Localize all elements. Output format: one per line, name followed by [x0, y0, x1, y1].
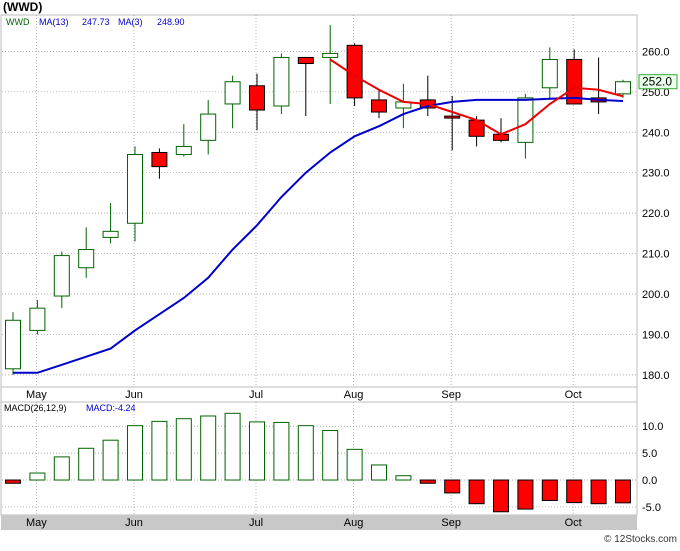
macd-bar-negative	[493, 479, 509, 513]
moving-averages	[13, 58, 624, 374]
last-price-tag-box	[638, 74, 678, 90]
legend-symbol: WWD	[6, 17, 30, 27]
month-label: Sep	[441, 389, 461, 401]
candle-down	[151, 151, 168, 168]
candle-up	[29, 307, 46, 331]
macd-legend: MACD(26,12,9) MACD:-4.24	[4, 403, 136, 413]
candle-down	[371, 99, 387, 113]
macd-y-axis: 10.0 5.0 0.0 -5.0	[642, 421, 663, 514]
macd-bar-positive	[273, 421, 290, 481]
bottom-month-label: Sep	[441, 517, 461, 529]
candle-up	[127, 154, 143, 224]
bottom-month-label: May	[26, 517, 47, 529]
macd-bar-negative	[590, 479, 607, 505]
bottom-month-label: Jul	[249, 517, 263, 529]
price-y-tick-label: 260.0	[642, 46, 670, 58]
macd-y-tick-label: -5.0	[642, 502, 661, 514]
candle-up	[322, 52, 339, 58]
candle-up	[273, 56, 290, 107]
month-label: Jun	[125, 389, 143, 401]
bottom-month-label: Oct	[565, 517, 582, 529]
macd-bar-negative	[5, 479, 21, 484]
macd-bar-negative	[566, 479, 583, 504]
candle-down	[297, 56, 314, 65]
macd-legend-value: MACD:-4.24	[86, 403, 136, 413]
legend-ma13-value: 247.73	[82, 17, 110, 27]
month-label: Jul	[249, 389, 263, 401]
macd-bar-positive	[346, 448, 363, 481]
macd-bar-positive	[78, 447, 95, 481]
price-month-strip	[0, 386, 638, 403]
candle-up	[175, 145, 192, 155]
last-price-tag-text: 252.0	[642, 75, 672, 89]
legend-ma13-label: MA(13)	[39, 17, 69, 27]
candle-up	[615, 81, 631, 95]
price-y-tick-label: 180.0	[642, 370, 670, 382]
price-candles	[5, 25, 631, 375]
bottom-month-label: Aug	[344, 517, 364, 529]
candle-up	[53, 255, 70, 297]
price-legend: WWD MA(13) 247.73 MA(3) 248.90	[6, 17, 185, 27]
ma3-line	[329, 58, 624, 136]
macd-bar-negative	[517, 479, 534, 510]
bottom-x-axis: May Jun Jul Aug Sep Oct	[26, 517, 582, 529]
macd-bar-positive	[249, 421, 265, 481]
price-y-tick-label: 250.0	[642, 87, 670, 99]
macd-bar-positive	[371, 464, 387, 481]
macd-bar-positive	[395, 475, 412, 481]
price-y-tick-label: 240.0	[642, 127, 670, 139]
legend-ma3-value: 248.90	[157, 17, 185, 27]
macd-y-tick-label: 10.0	[642, 421, 663, 433]
price-y-axis: 180.0 190.0 200.0 210.0 220.0 230.0 240.0 250.0…	[642, 46, 670, 381]
macd-bar-negative	[419, 479, 436, 484]
month-label: May	[26, 389, 47, 401]
month-label: Oct	[565, 389, 582, 401]
price-y-tick-label: 190.0	[642, 329, 670, 341]
macd-y-tick-label: 5.0	[642, 448, 657, 460]
macd-bar-positive	[53, 456, 70, 481]
macd-bar-positive	[224, 412, 241, 481]
macd-legend-label: MACD(26,12,9)	[4, 403, 67, 413]
bottom-month-strip	[1, 515, 637, 530]
legend-ma3-label: MA(3)	[118, 17, 143, 27]
price-grid	[2, 15, 637, 387]
macd-bar-positive	[151, 420, 168, 481]
macd-bar-positive	[322, 430, 339, 481]
candle-up	[200, 113, 217, 141]
price-y-tick-label: 230.0	[642, 168, 670, 180]
watermark: © 12Stocks.com	[604, 534, 677, 545]
macd-bar-negative	[615, 479, 631, 504]
macd-bar-positive	[175, 418, 192, 481]
macd-bar-positive	[127, 425, 143, 481]
bottom-month-label: Jun	[125, 517, 143, 529]
price-y-tick-label: 200.0	[642, 289, 670, 301]
last-price-tag: 252.0	[638, 74, 678, 90]
macd-bar-negative	[468, 479, 485, 505]
ma13-line	[13, 96, 624, 374]
macd-bar-negative	[444, 479, 461, 494]
macd-bar-positive	[200, 415, 217, 481]
candle-up	[78, 249, 95, 269]
candle-up	[102, 230, 119, 238]
price-x-axis: May Jun Jul Aug Sep Oct	[26, 389, 582, 401]
macd-bar-negative	[541, 479, 558, 501]
chart-title: (WWD)	[3, 0, 42, 14]
candle-up	[541, 58, 558, 89]
candle-up	[517, 97, 534, 143]
candle-up	[5, 319, 21, 370]
macd-y-tick-label: 0.0	[642, 475, 657, 487]
macd-bar-positive	[297, 425, 314, 481]
macd-bar-positive	[102, 439, 119, 481]
candle-up	[224, 81, 241, 105]
price-y-tick-label: 210.0	[642, 249, 670, 261]
macd-bars	[5, 412, 631, 513]
price-y-tick-label: 220.0	[642, 208, 670, 220]
candle-down	[566, 58, 583, 105]
macd-bar-positive	[29, 472, 46, 481]
candle-down	[249, 85, 265, 111]
candle-down	[444, 115, 461, 119]
month-label: Aug	[344, 389, 364, 401]
